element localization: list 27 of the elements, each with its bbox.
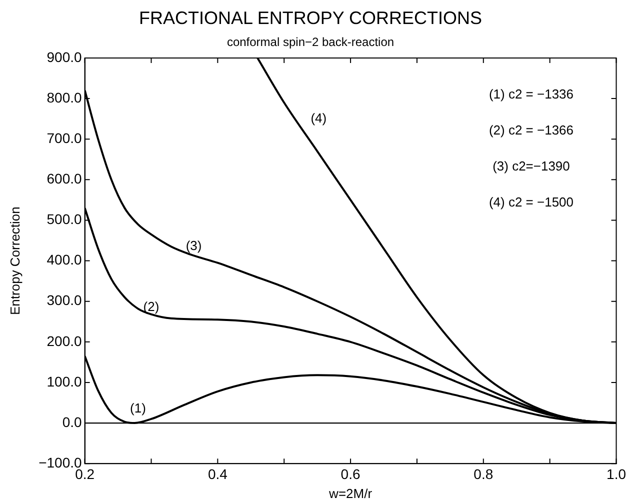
x-tick-label: 1.0 (606, 466, 626, 482)
y-tick-label: 500.0 (46, 211, 82, 228)
chart-subtitle: conformal spin−2 back-reaction (226, 35, 394, 50)
y-tick-label: 800.0 (46, 89, 82, 106)
y-tick-label: 300.0 (46, 292, 82, 308)
y-tick-label: 200.0 (46, 332, 82, 349)
annotation: (1) c2 = −1336 (488, 86, 574, 102)
y-tick-label: 700.0 (46, 130, 82, 146)
y-tick-label: 0.0 (62, 414, 82, 430)
y-tick-label: 600.0 (46, 170, 82, 187)
series-label: (2) (143, 299, 160, 314)
x-tick-label: 0.4 (208, 466, 228, 482)
series-label: (4) (310, 110, 327, 126)
chart-title: FRACTIONAL ENTROPY CORRECTIONS (138, 8, 482, 28)
annotation: (4) c2 = −1500 (488, 194, 574, 210)
y-tick-label: 100.0 (46, 373, 82, 390)
x-axis-title: w=2M/r (328, 486, 373, 501)
y-axis-title: Entropy Correction (7, 206, 22, 315)
series-label: (1) (130, 400, 146, 416)
x-tick-label: 0.8 (474, 466, 494, 482)
y-tick-label: 400.0 (46, 252, 82, 268)
y-tick-label: 900.0 (46, 48, 82, 65)
annotation: (2) c2 = −1366 (488, 122, 574, 138)
series-label: (3) (186, 238, 202, 254)
annotation: (3) c2=−1390 (492, 158, 570, 174)
x-tick-label: 0.6 (340, 466, 360, 482)
y-tick-label: −100.0 (38, 454, 82, 470)
